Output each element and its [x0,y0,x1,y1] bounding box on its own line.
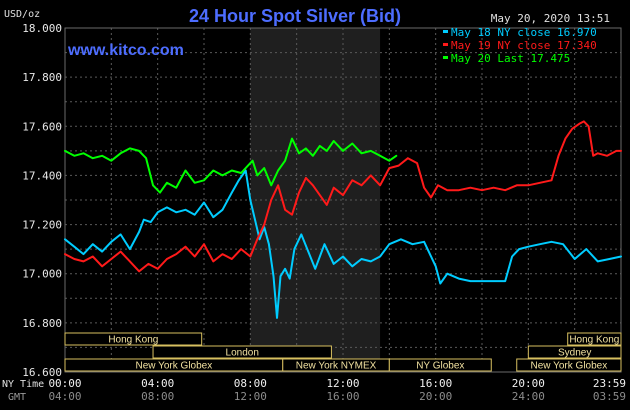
session-label: New York Globex [136,361,213,372]
x-tick-label-ny: 04:00 [141,377,174,390]
x-tick-label-gmt: 24:00 [512,390,545,403]
market-sessions: Hong Kong London New York Globex New York N… [64,332,622,372]
x-tick-label-ny: 12:00 [326,377,359,390]
y-tick-label: 18.000 [22,22,62,35]
legend-swatch [443,56,448,59]
session-label: New York NYMEX [296,361,377,372]
session-label: London [226,348,259,359]
x-tick-label-gmt: 08:00 [141,390,174,403]
legend-swatch [443,43,448,46]
chart-timestamp: May 20, 2020 13:51 [491,12,610,25]
session-box [152,345,332,359]
y-axis-unit-label: USD/oz [4,9,40,20]
x-tick-label-gmt: 12:00 [234,390,267,403]
session-label: Hong Kong [108,335,158,346]
y-axis: 16.600 16.800 17.000 17.200 17.400 17.600 17.8… [22,22,62,379]
x-tick-label-ny: 00:00 [48,377,81,390]
y-tick-label: 16.800 [22,317,62,330]
y-tick-label: 17.400 [22,169,62,182]
x-tick-label-gmt: 03:59 [593,390,626,403]
y-tick-label: 17.800 [22,71,62,84]
legend-entry: May 20 Last 17.475 [451,52,570,65]
y-tick-label: 17.000 [22,268,62,281]
x-tick-label-gmt: 16:00 [326,390,359,403]
series-line-3 [64,137,398,194]
price-series [64,120,622,319]
legend-entry: May 18 NY close 16.970 [451,26,597,39]
session-label: Sydney [558,348,591,359]
plot-frame [64,27,622,373]
session-label: New York Globex [531,361,608,372]
x-row-label-gmt: GMT [8,392,26,403]
x-row-label-ny: NY Time [2,379,44,390]
series-line-1 [64,169,622,319]
x-tick-label-ny: 08:00 [234,377,267,390]
session-box [64,332,203,346]
legend-swatch [443,30,448,33]
brand-watermark: www.kitco.com [67,42,184,59]
session-box [527,345,622,359]
grid-lines [64,27,622,373]
session-box [388,358,492,372]
x-tick-label-ny: 20:00 [512,377,545,390]
x-tick-label-ny: 16:00 [419,377,452,390]
series-line-2 [64,120,622,273]
session-label: Hong Kong [569,335,619,346]
session-box [516,358,622,372]
session-box [567,332,622,346]
legend-entry: May 19 NY close 17.340 [451,39,597,52]
y-tick-label: 16.600 [22,366,62,379]
x-tick-label-gmt: 20:00 [419,390,452,403]
chart-title: 24 Hour Spot Silver (Bid) [189,6,401,26]
x-tick-label-ny: 23:59 [593,377,626,390]
y-tick-label: 17.200 [22,219,62,232]
session-label: NY Globex [416,361,464,372]
y-tick-label: 17.600 [22,120,62,133]
x-tick-label-gmt: 04:00 [48,390,81,403]
